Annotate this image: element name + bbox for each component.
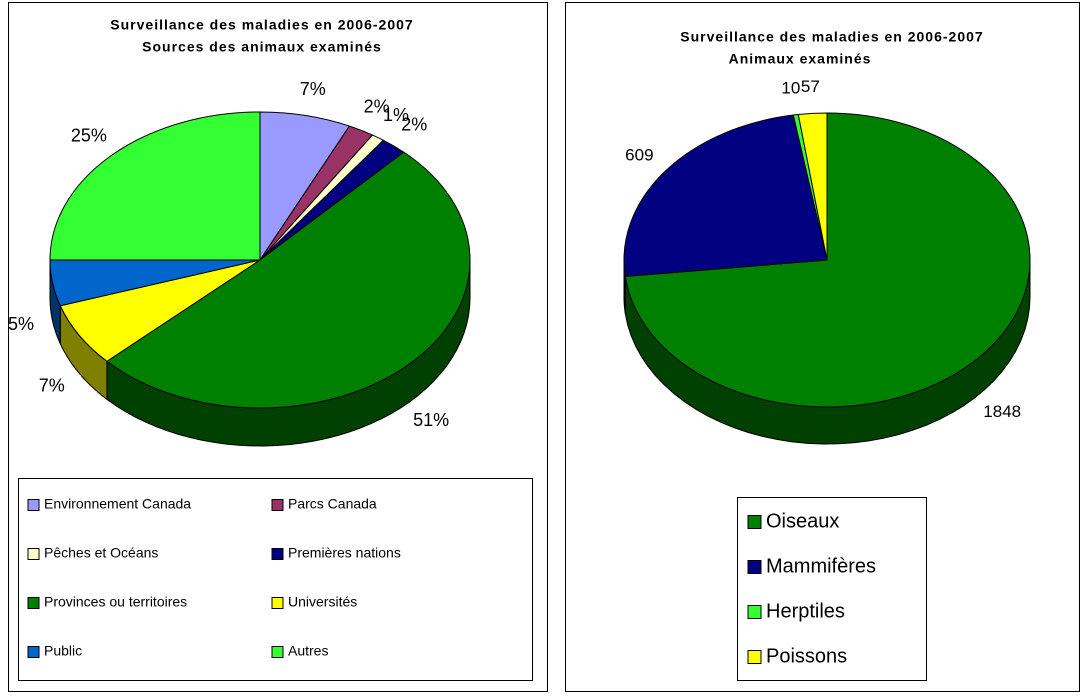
chart-title: Surveillance des maladies en 2006-2007 (110, 17, 413, 33)
legend-label: Herptiles (766, 600, 845, 622)
pie-slice (797, 112, 828, 261)
data-label: 7% (39, 375, 65, 395)
legend-label: Parcs Canada (288, 496, 377, 512)
pie-slice (49, 111, 261, 261)
data-label: 7% (300, 79, 326, 99)
legend-swatch (747, 605, 762, 619)
data-label: 2% (364, 96, 390, 116)
pie-slice (106, 151, 471, 409)
pie-slice (623, 114, 828, 277)
data-label: 5% (8, 314, 34, 334)
legend-swatch (271, 597, 284, 609)
legend-swatch (271, 548, 284, 560)
legend-swatch (27, 646, 40, 658)
legend-label: Provinces ou territoires (44, 594, 187, 610)
pie-slice (624, 112, 1031, 408)
data-label: 609 (625, 145, 653, 164)
legend-swatch (271, 646, 284, 658)
data-label: 1848 (983, 402, 1021, 421)
chart-subtitle: Animaux examinés (729, 51, 872, 67)
legend-swatch (27, 597, 40, 609)
legend (18, 478, 533, 681)
legend-label: Mammifères (766, 555, 876, 577)
legend-swatch (747, 560, 762, 574)
legend-swatch (271, 499, 284, 511)
legend-swatch (27, 499, 40, 511)
data-label: 2% (401, 115, 427, 135)
data-label: 57 (801, 77, 820, 96)
legend-label: Universités (288, 594, 357, 610)
legend-label: Oiseaux (766, 510, 839, 532)
data-label: 10 (781, 79, 800, 98)
legend-label: Public (44, 643, 82, 659)
legend-label: Poissons (766, 645, 847, 667)
data-label: 51% (413, 410, 449, 430)
chart-title: Surveillance des maladies en 2006-2007 (680, 29, 983, 45)
legend-label: Environnement Canada (44, 496, 191, 512)
legend-label: Pêches et Océans (44, 545, 158, 561)
legend (737, 497, 927, 681)
legend-swatch (27, 548, 40, 560)
legend-label: Autres (288, 643, 328, 659)
data-label: 1% (383, 105, 409, 125)
data-label: 25% (71, 126, 107, 146)
legend-swatch (747, 515, 762, 529)
legend-label: Premières nations (288, 545, 401, 561)
legend-swatch (747, 650, 762, 664)
chart-subtitle: Sources des animaux examinés (142, 39, 382, 55)
